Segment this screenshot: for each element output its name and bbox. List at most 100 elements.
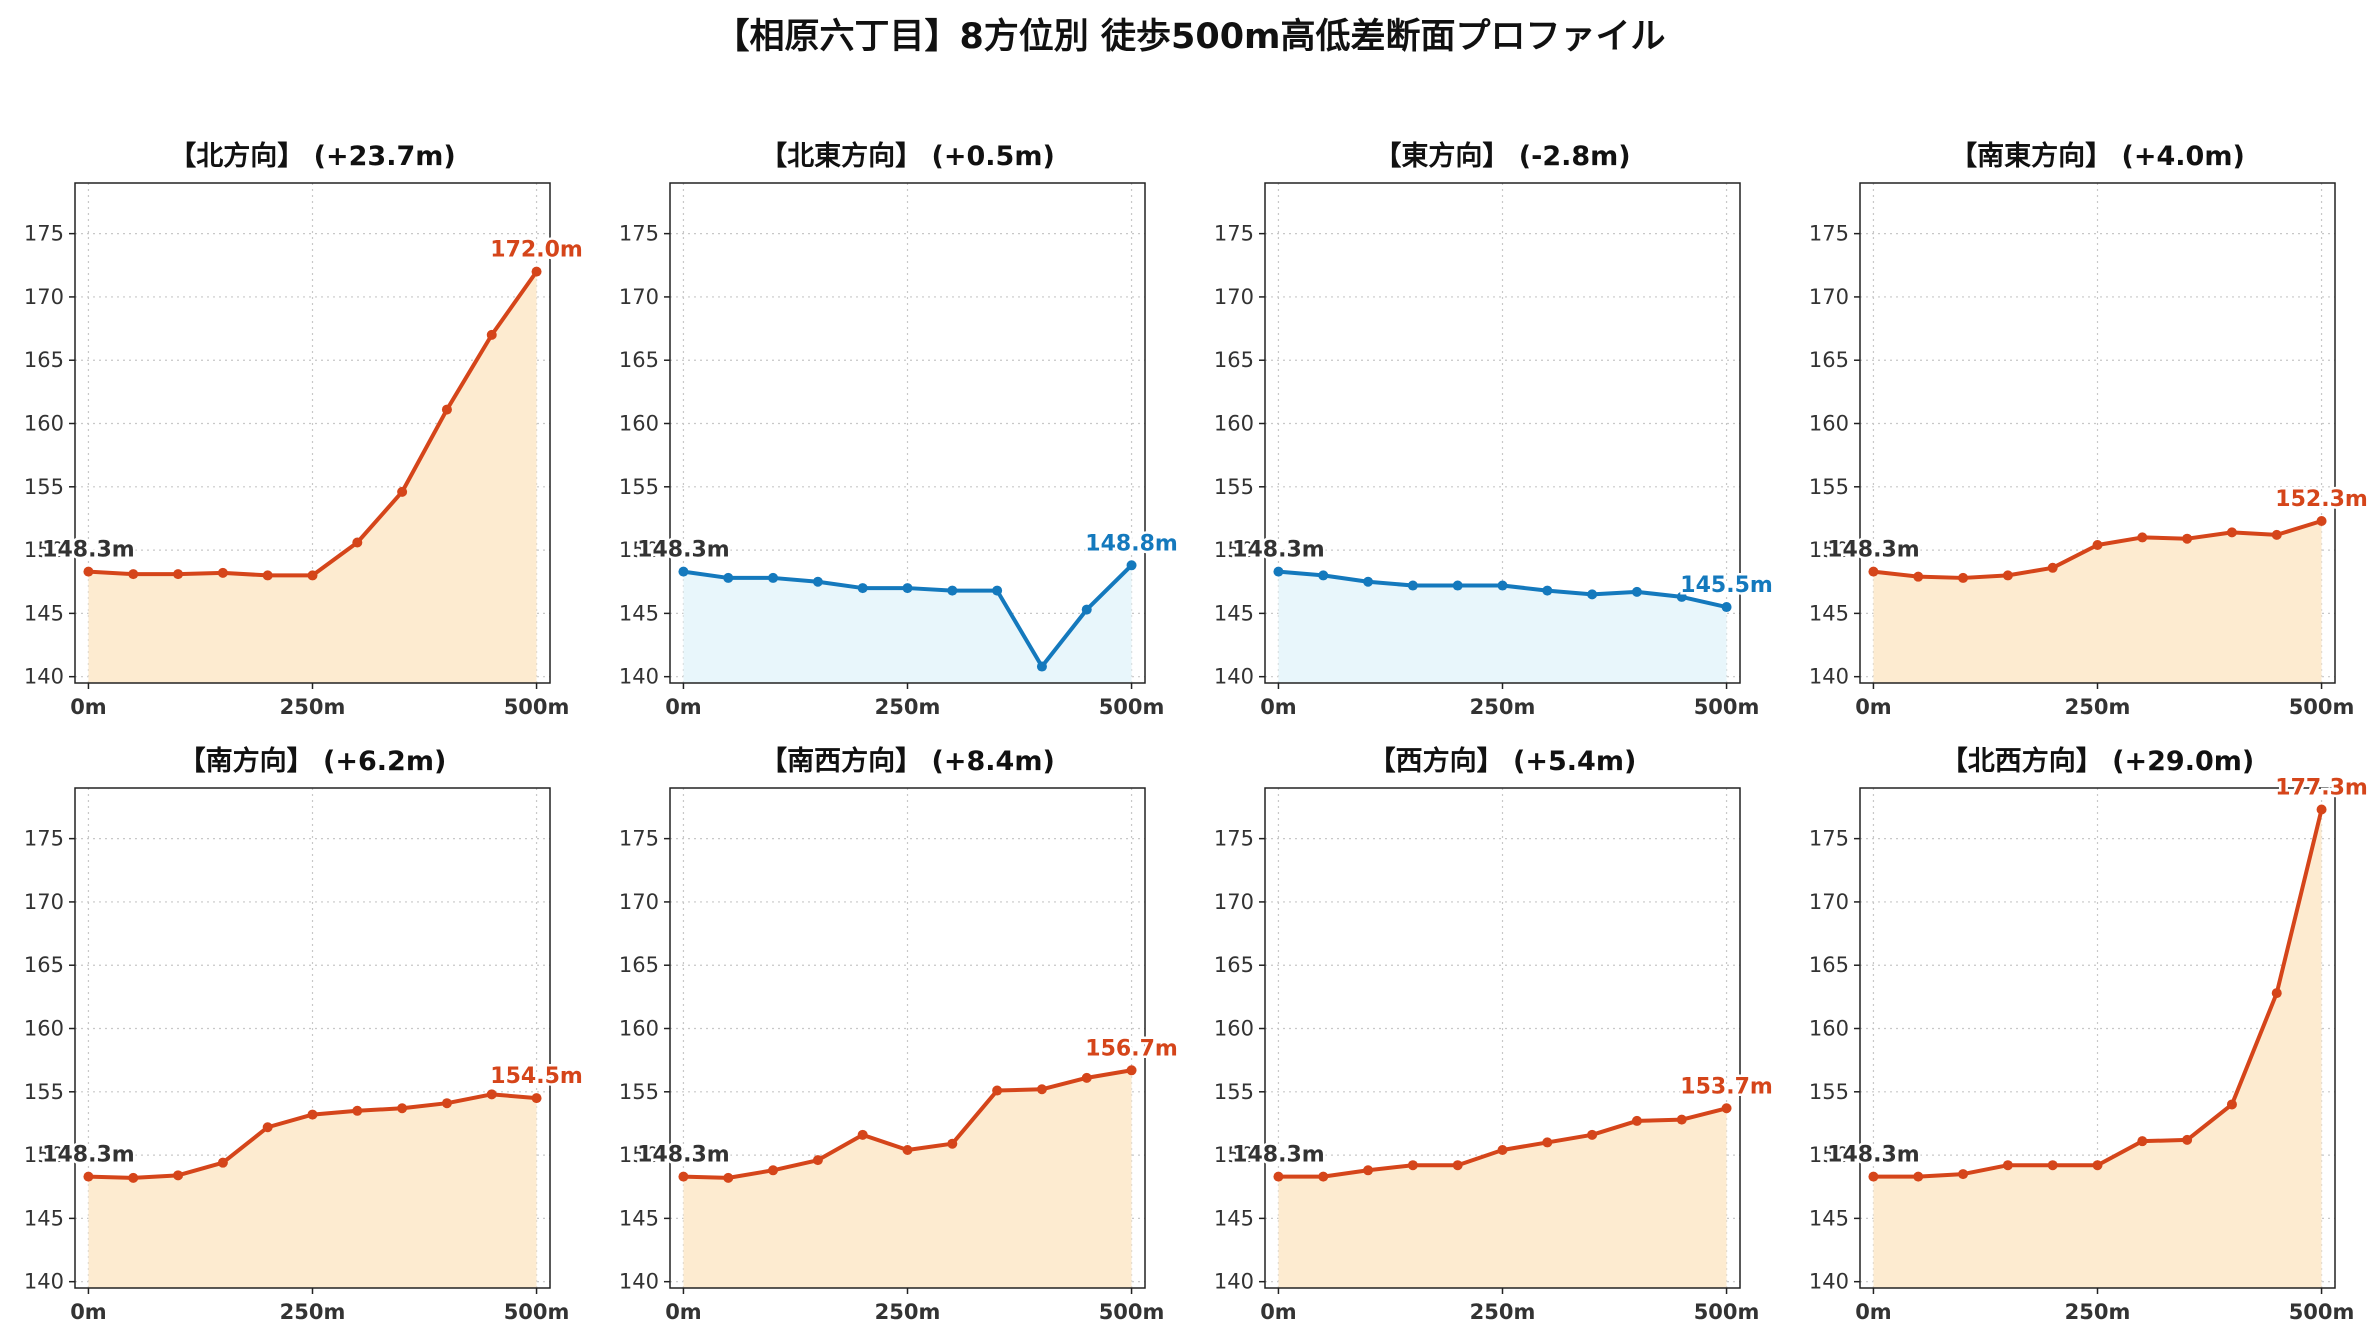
- profile-point: [486, 1089, 497, 1100]
- profile-point: [857, 1129, 868, 1140]
- y-tick-label: 175: [1809, 222, 1849, 246]
- profile-point: [1721, 602, 1732, 613]
- y-tick-label: 170: [1214, 285, 1254, 309]
- profile-point: [1407, 1160, 1418, 1171]
- panel-title: 【南方向】 (+6.2m): [179, 745, 447, 777]
- profile-point: [262, 1122, 273, 1133]
- x-tick-label: 250m: [2065, 1300, 2131, 1324]
- profile-point: [1318, 570, 1329, 581]
- profile-area: [88, 271, 537, 683]
- y-tick-label: 160: [1214, 1017, 1254, 1041]
- x-tick-label: 500m: [504, 695, 570, 719]
- y-tick-label: 165: [24, 348, 64, 372]
- y-tick-label: 160: [619, 1017, 659, 1041]
- profile-point: [173, 569, 184, 580]
- profile-point: [1126, 560, 1137, 571]
- panel-title: 【北方向】 (+23.7m): [169, 140, 455, 172]
- profile-point: [1363, 576, 1374, 587]
- y-tick-label: 160: [1809, 1017, 1849, 1041]
- x-tick-label: 250m: [875, 1300, 941, 1324]
- profile-point: [352, 537, 363, 548]
- x-tick-label: 0m: [70, 1300, 107, 1324]
- profile-point: [1958, 572, 1969, 583]
- profile-point: [2137, 532, 2148, 543]
- end-elevation-label: 148.8m: [1085, 531, 1178, 556]
- y-tick-label: 160: [1809, 412, 1849, 436]
- panel-title: 【東方向】 (-2.8m): [1374, 140, 1630, 172]
- x-tick-label: 250m: [280, 695, 346, 719]
- profile-point: [307, 1109, 318, 1120]
- y-tick-label: 175: [619, 222, 659, 246]
- profile-point: [992, 1085, 1003, 1096]
- profile-point: [1542, 585, 1553, 596]
- profile-point: [723, 572, 734, 583]
- y-tick-label: 155: [24, 1080, 64, 1104]
- start-elevation-label: 148.3m: [1827, 1143, 1920, 1168]
- start-elevation-label: 148.3m: [1232, 538, 1325, 563]
- y-tick-label: 170: [24, 890, 64, 914]
- y-tick-label: 175: [1214, 222, 1254, 246]
- y-tick-label: 140: [619, 665, 659, 689]
- start-elevation-label: 148.3m: [637, 538, 730, 563]
- end-elevation-label: 152.3m: [2275, 487, 2368, 512]
- y-tick-label: 145: [619, 601, 659, 625]
- y-tick-label: 145: [619, 1206, 659, 1230]
- start-elevation-label: 148.3m: [42, 1143, 135, 1168]
- profile-panel: 140 145 150 155 160 165 170 175 0m 250m 500m 【北東方向】…: [619, 140, 1180, 719]
- x-tick-label: 250m: [280, 1300, 346, 1324]
- x-tick-label: 500m: [504, 1300, 570, 1324]
- profile-point: [1318, 1171, 1329, 1182]
- y-tick-label: 170: [619, 285, 659, 309]
- profile-area: [1873, 809, 2322, 1288]
- y-tick-label: 170: [1214, 890, 1254, 914]
- profile-point: [902, 1145, 913, 1156]
- y-tick-label: 165: [1214, 953, 1254, 977]
- y-tick-label: 165: [1809, 953, 1849, 977]
- y-tick-label: 150: [619, 1143, 659, 1167]
- profile-point: [768, 572, 779, 583]
- y-tick-label: 175: [24, 827, 64, 851]
- profile-point: [1676, 1114, 1687, 1125]
- profile-point: [1036, 661, 1047, 672]
- profile-area: [1278, 571, 1727, 683]
- x-tick-label: 250m: [1470, 1300, 1536, 1324]
- profile-panel: 140 145 150 155 160 165 170 175 0m 250m 500m 【南東方向】…: [1809, 140, 2370, 719]
- profile-point: [1587, 1129, 1598, 1140]
- panel-title: 【北東方向】 (+0.5m): [760, 140, 1055, 172]
- figure-title: 【相原六丁目】8方位別 徒歩500m高低差断面プロファイル: [714, 17, 1666, 57]
- x-tick-label: 500m: [1099, 1300, 1165, 1324]
- profile-point: [1631, 586, 1642, 597]
- x-tick-label: 0m: [665, 1300, 702, 1324]
- profile-point: [2182, 533, 2193, 544]
- y-tick-label: 165: [1809, 348, 1849, 372]
- y-tick-label: 165: [619, 348, 659, 372]
- y-tick-label: 175: [619, 827, 659, 851]
- y-tick-label: 155: [619, 1080, 659, 1104]
- y-tick-label: 140: [24, 1270, 64, 1294]
- y-tick-label: 155: [619, 475, 659, 499]
- y-tick-label: 145: [24, 601, 64, 625]
- y-tick-label: 160: [24, 412, 64, 436]
- profile-point: [1273, 566, 1284, 577]
- end-elevation-label: 153.7m: [1680, 1074, 1773, 1099]
- y-tick-label: 150: [24, 538, 64, 562]
- y-tick-label: 170: [619, 890, 659, 914]
- x-tick-label: 250m: [875, 695, 941, 719]
- y-tick-label: 140: [1214, 1270, 1254, 1294]
- profile-point: [2047, 1160, 2058, 1171]
- y-tick-label: 155: [1809, 475, 1849, 499]
- profile-point: [2182, 1134, 2193, 1145]
- x-tick-label: 500m: [1694, 1300, 1760, 1324]
- profile-point: [83, 1171, 94, 1182]
- profile-point: [1273, 1171, 1284, 1182]
- profile-point: [1081, 1072, 1092, 1083]
- panel-title: 【南西方向】 (+8.4m): [760, 745, 1055, 777]
- y-tick-label: 165: [1214, 348, 1254, 372]
- profile-point: [2002, 570, 2013, 581]
- profile-point: [1126, 1065, 1137, 1076]
- profile-point: [992, 585, 1003, 596]
- profile-point: [857, 583, 868, 594]
- y-tick-label: 170: [1809, 890, 1849, 914]
- y-tick-label: 145: [24, 1206, 64, 1230]
- y-tick-label: 150: [1809, 1143, 1849, 1167]
